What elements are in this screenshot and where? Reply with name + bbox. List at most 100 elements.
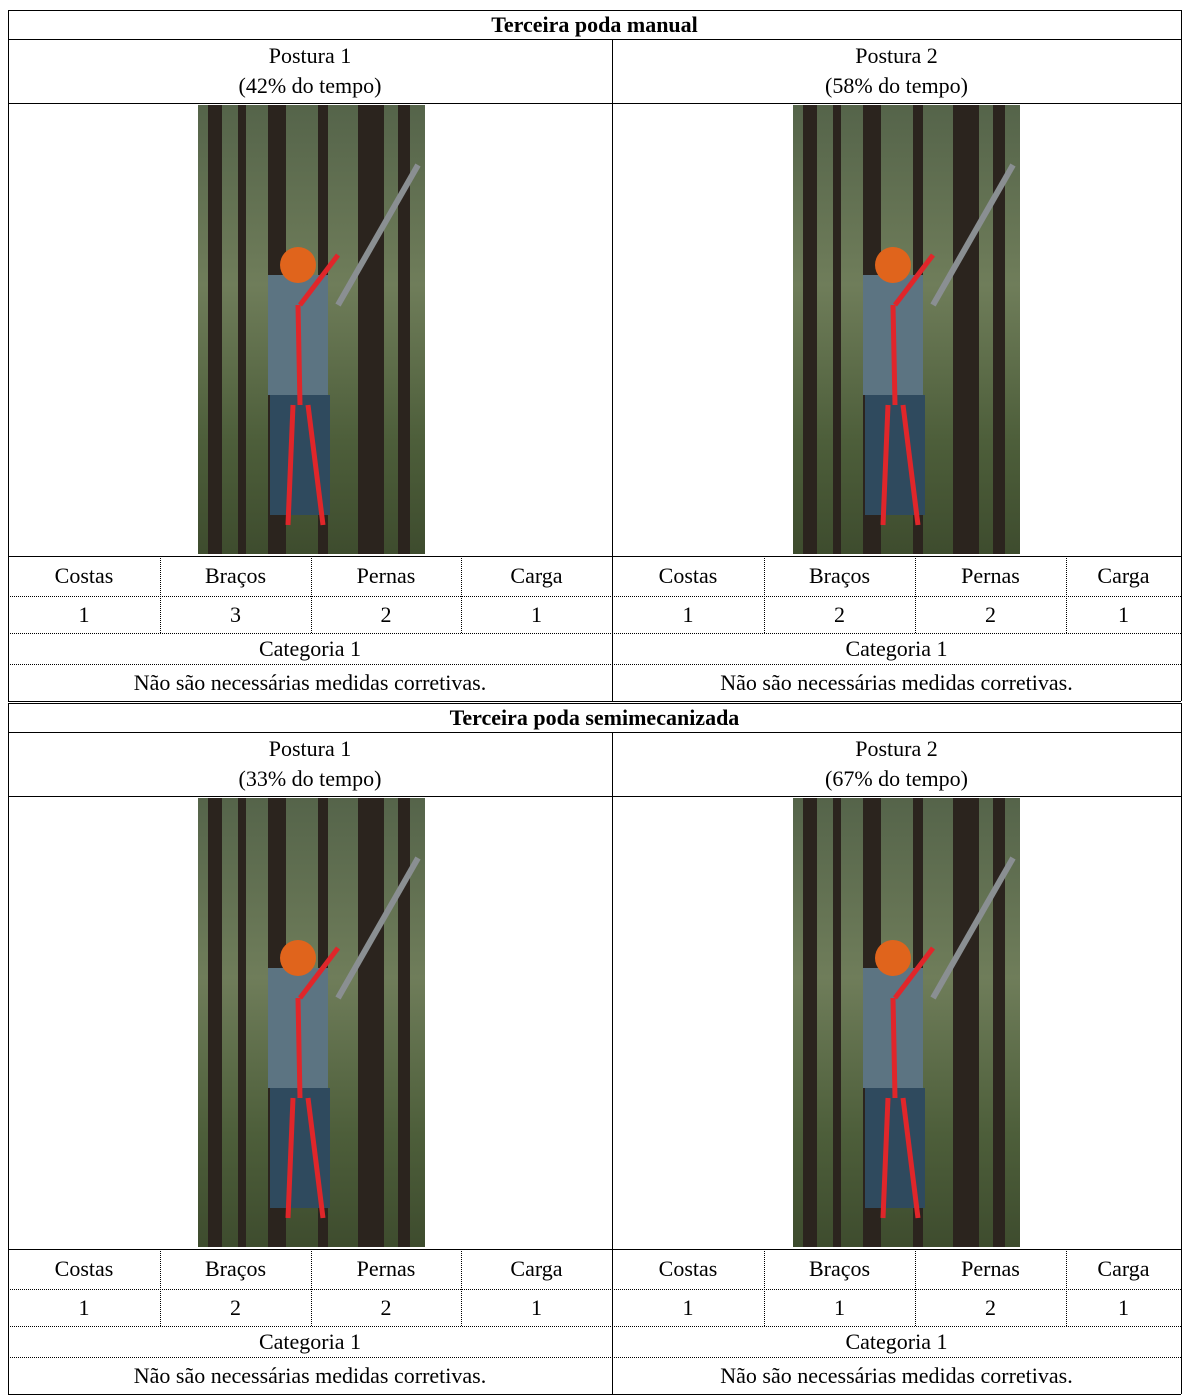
rule	[8, 796, 1181, 797]
tree	[238, 798, 246, 1247]
rule	[8, 1249, 1181, 1250]
category: Categoria 1	[258, 1328, 362, 1354]
rule	[8, 10, 1181, 11]
worker	[863, 163, 1016, 526]
score-header: Braços	[204, 1256, 267, 1281]
score-header: Braços	[204, 563, 267, 588]
score-header: Costas	[54, 563, 114, 588]
action: Não são necessárias medidas corretivas.	[720, 669, 1073, 695]
rule	[1066, 556, 1067, 633]
rule	[8, 664, 1181, 665]
score-value: 1	[834, 1294, 845, 1320]
rule	[311, 556, 312, 633]
tree	[398, 798, 410, 1247]
photo	[793, 798, 1020, 1247]
score-value: 1	[1118, 601, 1129, 627]
tree	[208, 798, 222, 1247]
posture-time: (58% do tempo)	[825, 73, 968, 98]
score-value: 1	[1118, 1294, 1129, 1320]
score-header: Pernas	[961, 563, 1020, 588]
posture-time: (42% do tempo)	[238, 73, 382, 98]
score-value: 1	[78, 1294, 90, 1320]
tree	[358, 798, 384, 1247]
worker	[863, 856, 1016, 1219]
rule	[915, 1249, 916, 1326]
action: Não são necessárias medidas corretivas.	[133, 1362, 487, 1388]
tree	[833, 105, 841, 554]
tree	[208, 105, 222, 554]
posture-label: Postura 1	[268, 736, 352, 761]
tree	[833, 798, 841, 1247]
score-header: Carga	[1097, 1256, 1150, 1281]
rule	[612, 732, 613, 1394]
rule	[8, 633, 1181, 634]
rule	[8, 103, 1181, 104]
score-value: 1	[682, 1294, 694, 1320]
score-header: Carga	[1097, 563, 1150, 588]
score-value: 2	[834, 601, 845, 627]
rule	[764, 1249, 765, 1326]
section-title: Terceira poda manual	[491, 11, 698, 37]
score-value: 1	[531, 1294, 542, 1320]
tree	[803, 105, 817, 554]
rule	[311, 1249, 312, 1326]
tree	[358, 105, 384, 554]
rule	[160, 1249, 161, 1326]
score-header: Braços	[808, 1256, 871, 1281]
rule	[612, 39, 613, 701]
rule	[160, 556, 161, 633]
tree	[803, 798, 817, 1247]
tree	[993, 798, 1005, 1247]
tree	[953, 798, 979, 1247]
rule	[461, 1249, 462, 1326]
action: Não são necessárias medidas corretivas.	[720, 1362, 1073, 1388]
score-value: 3	[230, 601, 241, 627]
score-value: 2	[985, 1294, 996, 1320]
score-header: Braços	[808, 563, 871, 588]
tree	[238, 105, 246, 554]
rule	[8, 1326, 1181, 1327]
rule	[1066, 1249, 1067, 1326]
rule	[1181, 10, 1182, 701]
score-header: Carga	[510, 1256, 563, 1281]
score-header: Costas	[54, 1256, 114, 1281]
posture-time: (33% do tempo)	[238, 766, 382, 791]
rule	[8, 1289, 1181, 1290]
worker	[268, 163, 421, 526]
rule	[8, 703, 1181, 704]
rule	[8, 701, 1181, 702]
rule	[1181, 703, 1182, 1394]
section-title: Terceira poda semimecanizada	[449, 704, 740, 730]
score-value: 2	[985, 601, 996, 627]
tree	[953, 105, 979, 554]
tree	[993, 105, 1005, 554]
photo	[793, 105, 1020, 554]
score-value: 2	[380, 601, 392, 627]
rule	[8, 732, 1181, 733]
rule	[461, 556, 462, 633]
photo	[198, 798, 425, 1247]
tree	[398, 105, 410, 554]
score-header: Pernas	[356, 1256, 416, 1281]
score-header: Costas	[658, 1256, 718, 1281]
score-value: 1	[531, 601, 542, 627]
category: Categoria 1	[845, 635, 948, 661]
posture-label: Postura 2	[855, 43, 938, 68]
score-value: 2	[230, 1294, 241, 1320]
score-value: 1	[78, 601, 90, 627]
worker	[268, 856, 421, 1219]
rule	[8, 1357, 1181, 1358]
score-header: Pernas	[961, 1256, 1020, 1281]
score-header: Costas	[658, 563, 718, 588]
rule	[915, 556, 916, 633]
rule	[8, 703, 9, 1394]
rule	[8, 39, 1181, 40]
score-header: Pernas	[356, 563, 416, 588]
rule	[8, 596, 1181, 597]
posture-label: Postura 1	[268, 43, 352, 68]
rule	[8, 556, 1181, 557]
posture-label: Postura 2	[855, 736, 938, 761]
category: Categoria 1	[845, 1328, 948, 1354]
action: Não são necessárias medidas corretivas.	[133, 669, 487, 695]
